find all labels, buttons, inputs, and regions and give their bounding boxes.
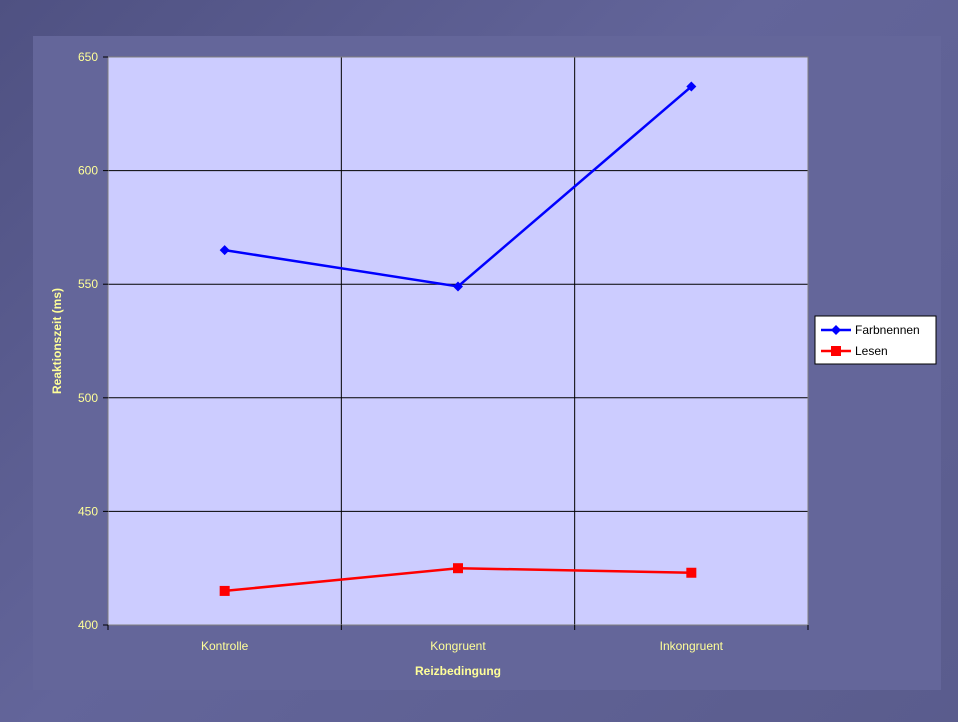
- data-point: [686, 567, 697, 578]
- y-tick-label: 500: [78, 391, 98, 405]
- y-axis-title: Reaktionszeit (ms): [50, 288, 64, 394]
- x-axis-ticks: Kontrolle Kongruent Inkongruent: [201, 639, 724, 653]
- x-axis-title: Reizbedingung: [415, 664, 501, 678]
- y-axis-ticks: 400 450 500 550 600 650: [78, 50, 98, 632]
- series-farbnennen: [219, 81, 697, 292]
- data-point: [219, 585, 230, 596]
- x-tick-label: Inkongruent: [660, 639, 724, 653]
- y-tick-label: 400: [78, 618, 98, 632]
- y-tick-label: 600: [78, 164, 98, 178]
- data-point: [686, 81, 697, 92]
- data-point: [453, 563, 463, 574]
- series-group: [219, 81, 697, 596]
- legend-item: Farbnennen: [821, 323, 920, 337]
- plot-border: [107, 56, 809, 626]
- legend: Farbnennen Lesen: [814, 315, 937, 365]
- legend-item: Lesen: [821, 344, 888, 358]
- legend-label: Farbnennen: [855, 323, 920, 337]
- plot-area: [108, 57, 808, 625]
- series-lesen: [219, 563, 697, 596]
- axes: [103, 56, 809, 630]
- y-tick-label: 650: [78, 50, 98, 64]
- y-tick-label: 550: [78, 277, 98, 291]
- x-tick-label: Kongruent: [430, 639, 486, 653]
- y-tick-label: 450: [78, 504, 98, 518]
- legend-swatch-marker: [831, 346, 841, 356]
- legend-swatch-marker: [831, 325, 841, 335]
- data-point: [219, 245, 230, 256]
- legend-label: Lesen: [855, 344, 888, 358]
- data-point: [453, 281, 463, 292]
- x-tick-label: Kontrolle: [201, 639, 249, 653]
